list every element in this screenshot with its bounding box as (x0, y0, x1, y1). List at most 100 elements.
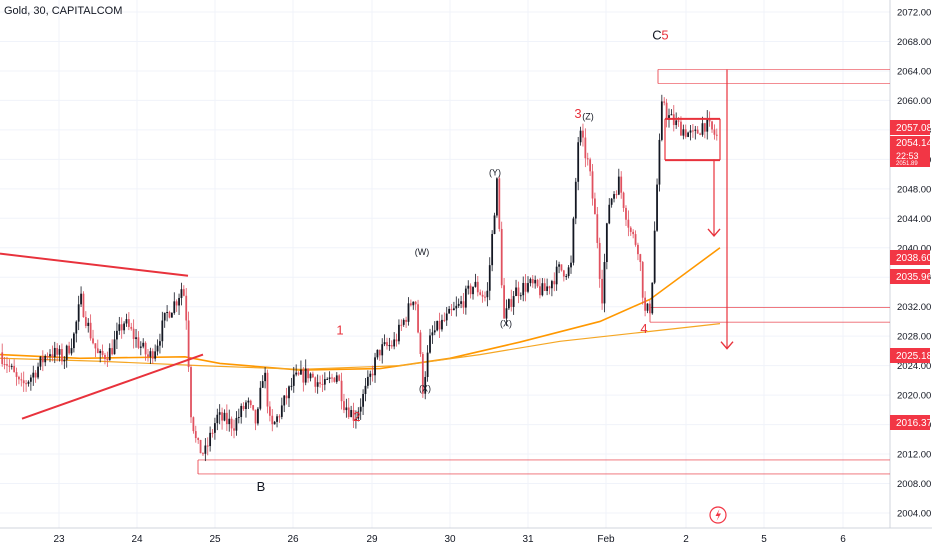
candle (711, 120, 713, 133)
candle (221, 407, 223, 430)
candles[interactable] (1, 94, 718, 462)
candle-body (82, 293, 85, 318)
candle (254, 409, 257, 431)
candle (137, 331, 140, 350)
y-tick-label: 2072.00 (897, 8, 931, 19)
candle-body (390, 345, 393, 347)
candle (555, 260, 558, 291)
candle-body (161, 320, 164, 342)
candle-body (314, 377, 317, 387)
candle (613, 191, 615, 203)
candle (154, 344, 157, 362)
candle (139, 341, 142, 356)
candle (715, 128, 718, 141)
candle-body (259, 387, 262, 409)
candle-body (61, 349, 63, 362)
candle (15, 367, 18, 386)
candle (22, 371, 25, 392)
wave-label: C (652, 27, 661, 42)
price-badge-bg (890, 150, 930, 161)
wave-label: 2 (353, 409, 360, 424)
trendline (0, 252, 189, 277)
candle (605, 222, 608, 270)
candle-body (120, 324, 123, 331)
candle (68, 341, 71, 355)
candle-body (27, 381, 30, 384)
candle (173, 292, 176, 315)
candle-body (285, 395, 288, 399)
candle-body (632, 231, 635, 235)
candle-body (163, 312, 166, 321)
candle-body (149, 351, 152, 357)
candle (536, 278, 539, 288)
candle (429, 328, 431, 354)
candle (586, 152, 589, 166)
candle (641, 261, 644, 305)
candle-body (551, 281, 553, 289)
candle (515, 279, 517, 297)
candle-body (409, 303, 412, 306)
candle (175, 299, 178, 312)
candle-body (230, 418, 233, 429)
candle (491, 230, 494, 272)
candle (111, 339, 114, 356)
candle (228, 409, 231, 432)
candle-body (20, 379, 23, 381)
candle (359, 398, 362, 420)
candle (214, 417, 216, 440)
candle (390, 340, 393, 349)
candle (651, 282, 654, 315)
candle (455, 296, 458, 317)
candle (431, 325, 434, 344)
candle (65, 344, 68, 368)
candle-body (407, 303, 410, 322)
candle-body (94, 343, 97, 349)
candle (558, 261, 560, 274)
candle-body (424, 377, 427, 394)
candle-body (598, 242, 601, 279)
candle (352, 402, 355, 429)
time-axis[interactable]: 23 24 25 26 29 30 31 Feb 2 5 6 (53, 534, 846, 545)
candle (34, 370, 37, 383)
wave-label: (X) (419, 383, 431, 393)
candle (247, 397, 250, 409)
candle (343, 393, 345, 414)
candle-body (10, 365, 13, 367)
candle (634, 230, 637, 247)
candle-body (108, 348, 111, 361)
candle-body (531, 279, 534, 284)
candle (147, 349, 149, 362)
candle-body (292, 374, 295, 386)
candle-body (524, 282, 527, 292)
candle (309, 372, 312, 382)
candle-body (170, 312, 173, 318)
candle-body (139, 346, 142, 348)
candle (696, 126, 699, 134)
candle (400, 319, 403, 331)
candle (63, 356, 66, 370)
candle (443, 312, 446, 323)
lightning-icon[interactable] (709, 506, 727, 524)
candle (223, 409, 226, 422)
y-tick-label: 2060.00 (897, 96, 931, 107)
candle (596, 206, 599, 249)
price-badge-text: 2025.18 (896, 351, 932, 362)
candle (534, 275, 537, 289)
candle (216, 408, 219, 431)
candle-body (651, 282, 654, 314)
candle-body (586, 158, 589, 160)
candle (393, 332, 396, 350)
candle (350, 405, 353, 418)
y-tick-label: 2028.00 (897, 332, 931, 343)
candle (579, 126, 582, 146)
candle (283, 395, 286, 413)
candle (357, 407, 360, 422)
candle (660, 94, 663, 142)
arrow-head (720, 341, 734, 350)
candle-body (319, 382, 321, 384)
price-badge-bg (890, 415, 930, 430)
candle (312, 371, 314, 378)
candle-body (135, 337, 137, 339)
price-badge: 2025.18 (890, 348, 932, 363)
